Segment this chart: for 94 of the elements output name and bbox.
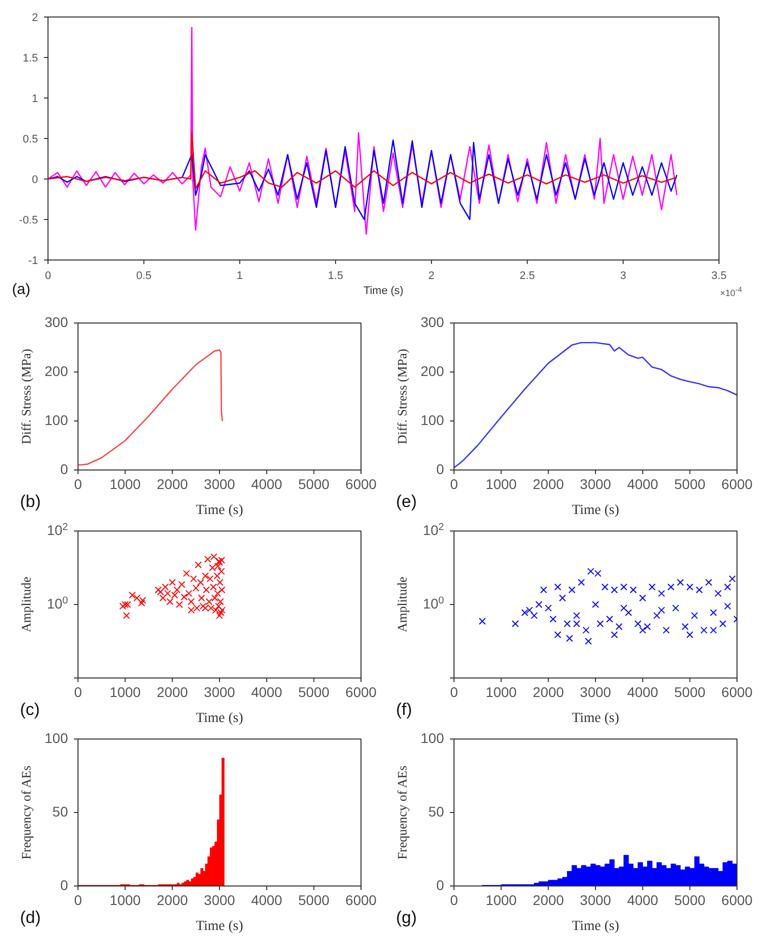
x-tick-label: 6000 — [345, 684, 377, 700]
text: ×10$^{-4}$ — [720, 285, 742, 298]
x-axis-title: Time (s) — [196, 919, 244, 934]
x-tick-label: 3000 — [204, 684, 236, 700]
x-tick-label: 4000 — [251, 892, 282, 908]
x-tick-label: 6000 — [345, 476, 377, 492]
x-tick-label: 4000 — [251, 476, 282, 492]
x-tick-label: 0 — [74, 892, 82, 908]
x-tick-label: 0 — [450, 476, 458, 492]
x-tick-label: 1000 — [486, 892, 517, 908]
x-tick-label: 5000 — [298, 684, 330, 700]
text: (b) — [20, 492, 41, 512]
x-tick-label: 2000 — [532, 892, 564, 908]
text: (e) — [396, 492, 417, 512]
text: (d) — [20, 908, 41, 928]
x-axis-title: Time (s) — [572, 711, 620, 726]
y-tick-label: 50 — [428, 804, 444, 820]
y-tick-label: 1.5 — [22, 52, 38, 64]
y-tick-label: -1 — [28, 255, 38, 267]
x-tick-label: 5000 — [674, 684, 706, 700]
x-tick-label: 0 — [450, 892, 458, 908]
text: (a) — [12, 281, 30, 298]
x-tick-label: 4000 — [627, 476, 658, 492]
y-tick-label: 50 — [52, 804, 68, 820]
x-tick-label: 1000 — [110, 476, 141, 492]
x-tick-label: 2000 — [156, 892, 188, 908]
text: (c) — [20, 700, 40, 720]
y-tick-label: 100 — [44, 730, 68, 746]
x-tick-label: 4000 — [251, 684, 282, 700]
x-tick-label: 6000 — [721, 476, 753, 492]
x-tick-label: 1000 — [486, 684, 517, 700]
x-tick-label: 6000 — [721, 892, 753, 908]
x-tick-label: 3000 — [580, 684, 612, 700]
y-tick-label: 100 — [44, 412, 68, 428]
x-tick-label: 1.5 — [328, 270, 344, 282]
y-axis-title: Diff. Stress (MPa) — [394, 348, 410, 444]
y-tick-label: 0 — [60, 461, 68, 477]
x-tick-label: 3000 — [580, 892, 612, 908]
x-tick-label: 5000 — [298, 476, 330, 492]
x-tick-label: 1000 — [486, 476, 517, 492]
x-tick-label: 2000 — [156, 476, 188, 492]
x-axis-title: Time (s) — [572, 503, 620, 518]
x-tick-label: 5000 — [674, 892, 706, 908]
y-tick-label: 300 — [420, 314, 444, 330]
x-tick-label: 0 — [74, 684, 82, 700]
x-tick-label: 6000 — [345, 892, 377, 908]
y-tick-label: 10$^{2}$ — [46, 522, 68, 538]
y-axis-title: Diff. Stress (MPa) — [18, 348, 34, 444]
y-tick-label: 0 — [436, 877, 444, 893]
y-tick-label: 200 — [420, 363, 444, 379]
x-tick-label: 0.5 — [136, 270, 152, 282]
x-tick-label: 2000 — [156, 684, 188, 700]
x-tick-label: 3000 — [204, 476, 236, 492]
y-tick-label: 300 — [44, 314, 68, 330]
x-axis-title: Time (s) — [196, 711, 244, 726]
x-tick-label: 2000 — [532, 476, 564, 492]
y-axis-title: Amplitude — [394, 576, 410, 632]
x-tick-label: 3000 — [204, 892, 236, 908]
y-tick-label: 1 — [32, 93, 38, 105]
x-tick-label: 3.5 — [711, 270, 727, 282]
x-tick-label: 4000 — [627, 892, 658, 908]
x-tick-label: 1000 — [110, 892, 141, 908]
x-tick-label: 2.5 — [520, 270, 535, 282]
y-axis-title: Amplitude — [18, 576, 34, 632]
text: (f) — [396, 700, 412, 720]
x-axis-title: Time (s) — [364, 285, 404, 297]
y-tick-label: 200 — [44, 363, 68, 379]
x-axis-title: Time (s) — [196, 503, 244, 518]
x-tick-label: 3000 — [580, 476, 612, 492]
text: (g) — [396, 908, 417, 928]
x-tick-label: 5000 — [298, 892, 330, 908]
x-tick-label: 1000 — [110, 684, 141, 700]
y-tick-label: 100 — [420, 412, 444, 428]
x-axis-title: Time (s) — [572, 919, 620, 934]
x-tick-label: 2000 — [532, 684, 564, 700]
x-tick-label: 1 — [236, 270, 243, 282]
x-tick-label: 6000 — [721, 684, 753, 700]
x-tick-label: 4000 — [627, 684, 658, 700]
y-tick-label: -0.5 — [19, 214, 38, 226]
y-tick-label: 10$^{0}$ — [46, 595, 68, 612]
y-axis-title: Frequency of AEs — [18, 766, 34, 860]
x-tick-label: 3 — [620, 270, 626, 282]
y-tick-label: 0.5 — [22, 134, 38, 146]
y-tick-label: 0 — [436, 461, 444, 477]
y-tick-label: 0 — [32, 174, 38, 186]
y-tick-label: 10$^{0}$ — [422, 595, 444, 612]
y-axis-title: Frequency of AEs — [394, 766, 410, 860]
x-tick-label: 0 — [74, 476, 82, 492]
x-tick-label: 0 — [450, 684, 458, 700]
x-tick-label: 5000 — [674, 476, 706, 492]
y-tick-label: 0 — [60, 877, 68, 893]
y-tick-label: 100 — [420, 730, 444, 746]
y-tick-label: 10$^{2}$ — [422, 522, 444, 538]
y-tick-label: 2 — [32, 12, 38, 24]
